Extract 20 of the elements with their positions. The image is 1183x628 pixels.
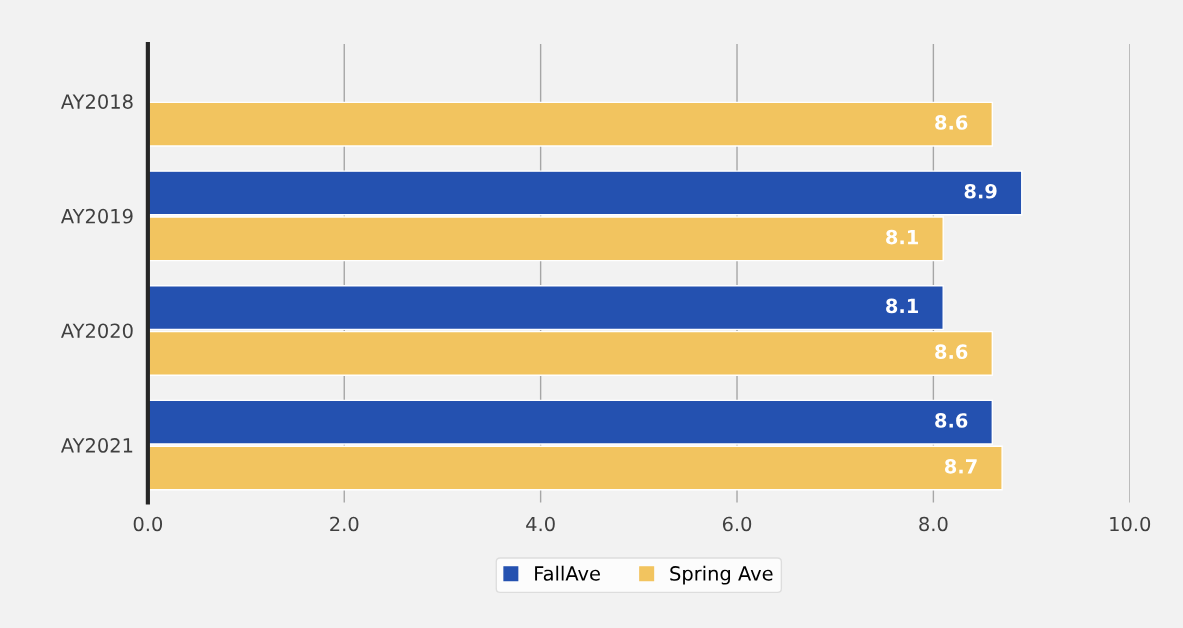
data-label: 8.6 — [935, 413, 968, 428]
legend-label: FallAve — [535, 565, 600, 581]
data-label: 8.1 — [886, 229, 918, 245]
data-label: 8.9 — [964, 183, 997, 199]
data-label: 8.6 — [935, 115, 968, 130]
y-tick-label: AY2018 — [60, 94, 133, 109]
data-label: 8.7 — [944, 458, 977, 474]
x-tick-label: 4.0 — [526, 516, 555, 532]
x-tick-label: 6.0 — [722, 516, 752, 532]
x-tick-label: 2.0 — [330, 516, 359, 532]
x-tick-label: 10.0 — [1110, 516, 1151, 532]
data-label: 8.1 — [886, 298, 918, 314]
y-tick-label: AY2021 — [60, 438, 133, 453]
y-tick-label: AY2019 — [60, 208, 133, 224]
legend-label: Spring Ave — [670, 565, 773, 585]
x-tick-label: 8.0 — [919, 516, 948, 532]
data-label: 8.6 — [935, 344, 968, 360]
x-tick-label: 0.0 — [133, 516, 163, 532]
bar — [147, 101, 993, 147]
y-tick-label: AY2020 — [60, 323, 133, 339]
